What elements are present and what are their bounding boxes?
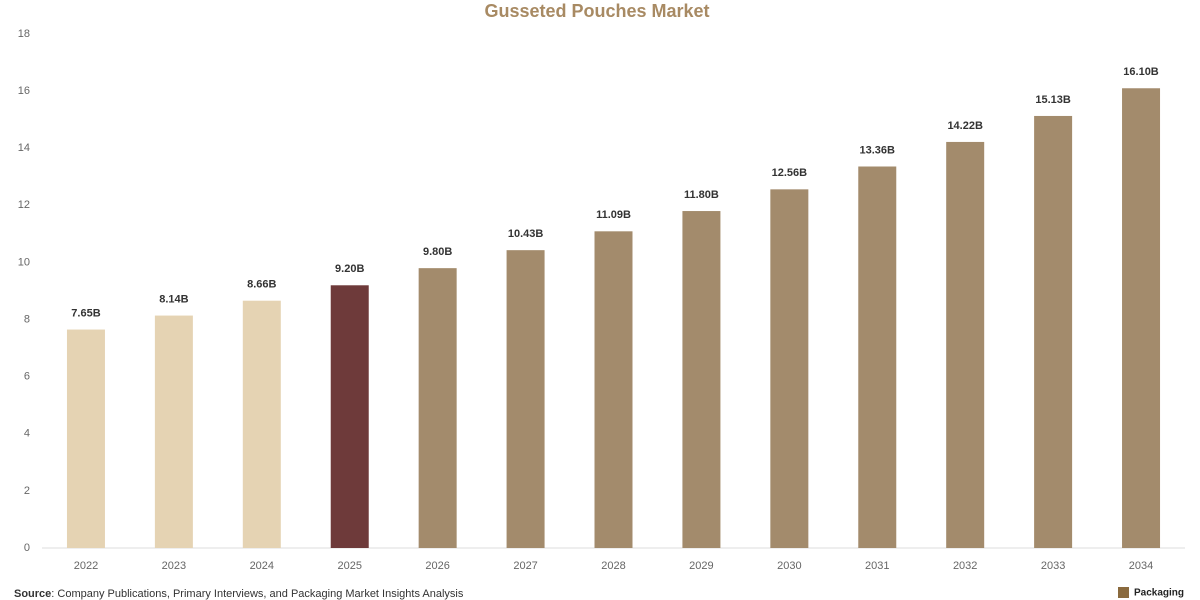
value-label: 15.13B xyxy=(1035,94,1071,106)
bar xyxy=(1034,115,1073,549)
source-text: : Company Publications, Primary Intervie… xyxy=(51,588,464,600)
value-label: 11.80B xyxy=(684,189,719,201)
logo-icon xyxy=(1118,587,1129,598)
value-label: 12.56B xyxy=(772,167,808,179)
y-tick-label: 10 xyxy=(18,256,30,268)
x-tick-label: 2028 xyxy=(601,560,625,572)
value-label: 9.20B xyxy=(335,263,364,275)
y-tick-label: 18 xyxy=(18,28,30,40)
x-tick-label: 2024 xyxy=(250,560,274,572)
y-tick-label: 2 xyxy=(24,485,30,497)
bar xyxy=(594,231,633,548)
value-label: 11.09B xyxy=(596,209,631,221)
x-tick-label: 2027 xyxy=(513,560,537,572)
x-tick-label: 2030 xyxy=(777,560,801,572)
value-label: 8.66B xyxy=(247,279,276,291)
y-tick-label: 6 xyxy=(24,371,30,383)
x-tick-label: 2034 xyxy=(1129,560,1153,572)
y-tick-label: 8 xyxy=(24,313,30,325)
bar xyxy=(1122,88,1161,548)
bar xyxy=(330,285,369,548)
value-label: 13.36B xyxy=(860,144,896,156)
value-label: 16.10B xyxy=(1123,66,1159,78)
x-tick-label: 2032 xyxy=(953,560,977,572)
value-label: 10.43B xyxy=(508,228,544,240)
x-tick-label: 2029 xyxy=(689,560,713,572)
x-tick-label: 2031 xyxy=(865,560,889,572)
source-label: Source xyxy=(14,588,51,600)
bar xyxy=(506,250,545,548)
source-note: Source: Company Publications, Primary In… xyxy=(14,588,464,600)
x-tick-label: 2025 xyxy=(337,560,361,572)
x-tick-label: 2033 xyxy=(1041,560,1065,572)
x-tick-label: 2022 xyxy=(74,560,98,572)
bar xyxy=(66,329,105,548)
y-tick-label: 4 xyxy=(24,428,30,440)
value-label: 7.65B xyxy=(71,307,100,319)
value-label: 14.22B xyxy=(947,120,983,132)
logo-text: Packaging xyxy=(1134,588,1184,599)
y-tick-label: 0 xyxy=(24,542,30,554)
y-tick-label: 16 xyxy=(18,85,30,97)
bar xyxy=(682,211,721,549)
bar xyxy=(154,315,193,548)
bar xyxy=(242,300,281,548)
y-tick-label: 12 xyxy=(18,199,30,211)
value-label: 9.80B xyxy=(423,246,452,258)
y-tick-label: 14 xyxy=(18,142,30,154)
chart-title: Gusseted Pouches Market xyxy=(484,1,709,21)
x-tick-label: 2026 xyxy=(425,560,449,572)
x-tick-label: 2023 xyxy=(162,560,186,572)
bar xyxy=(770,189,809,548)
bar xyxy=(858,166,897,548)
bar xyxy=(418,268,457,548)
value-label: 8.14B xyxy=(159,293,188,305)
bar xyxy=(946,141,985,548)
